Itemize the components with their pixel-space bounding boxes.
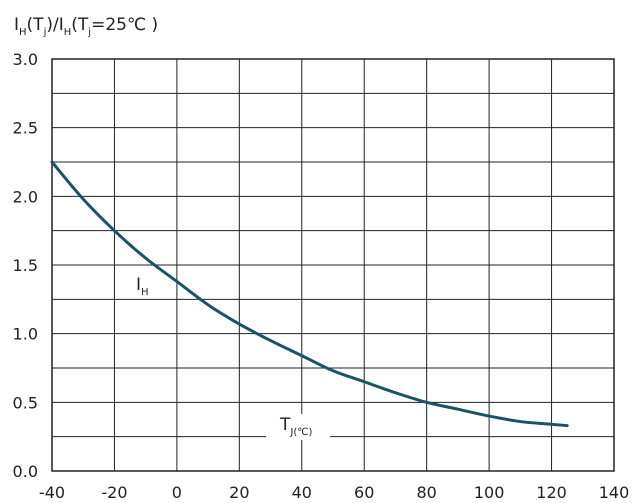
x-tick-label: -40 [39, 483, 65, 502]
x-tick-labels: -40 -20 0 20 40 60 80 100 120 140 [39, 483, 629, 502]
series-line [50, 160, 569, 428]
plot-frame [51, 58, 615, 472]
x-tick-label: 80 [416, 483, 436, 502]
y-tick-label: 1.5 [13, 256, 38, 275]
x-tick-label: 0 [172, 483, 182, 502]
x-tick-label: 40 [292, 483, 312, 502]
x-tick-label: 100 [474, 483, 505, 502]
x-tick-label: 140 [599, 483, 630, 502]
y-tick-label: 1.0 [13, 325, 38, 344]
x-axis-label-background [266, 414, 330, 440]
x-axis-label: TJ(℃)​ [279, 415, 312, 438]
series-label-ih: IH​ [136, 275, 149, 298]
y-tick-label: 0.5 [13, 393, 38, 412]
y-axis-label: IH​(Tj​)/IH​(Tj​=25℃ ) [14, 15, 158, 38]
grid [52, 59, 614, 471]
y-tick-labels: 0.0 0.5 1.0 1.5 2.0 2.5 3.0 [13, 50, 38, 481]
y-tick-label: 3.0 [13, 50, 38, 69]
y-tick-label: 0.0 [13, 462, 38, 481]
plot-border [51, 58, 615, 472]
y-tick-label: 2.0 [13, 187, 38, 206]
y-tick-label: 2.5 [13, 119, 38, 138]
x-axis-label-group: TJ(℃)​ [266, 414, 330, 440]
x-tick-label: 60 [354, 483, 374, 502]
x-tick-label: 120 [536, 483, 567, 502]
x-tick-label: 20 [229, 483, 249, 502]
series-group [50, 160, 569, 428]
x-tick-label: -20 [101, 483, 127, 502]
